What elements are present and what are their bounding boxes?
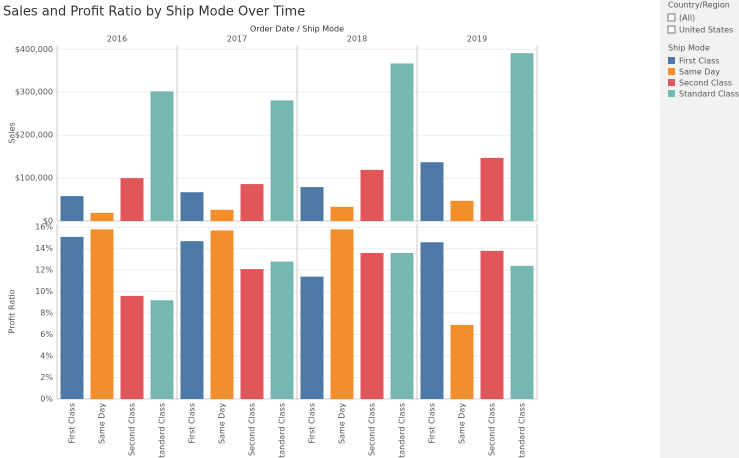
bar xyxy=(420,242,444,399)
bar xyxy=(270,100,294,221)
y-axis-label: Sales xyxy=(8,122,17,143)
legend-swatch xyxy=(668,57,675,64)
y-tick-label: $100,000 xyxy=(15,174,53,183)
checkbox[interactable] xyxy=(667,13,676,22)
bar xyxy=(120,295,144,399)
legend-swatch xyxy=(668,68,675,75)
bar xyxy=(480,157,504,221)
y-tick-label: 4% xyxy=(40,352,53,361)
bar xyxy=(300,187,324,221)
bar xyxy=(450,324,474,399)
bar xyxy=(90,229,114,399)
bar xyxy=(180,192,204,221)
bar xyxy=(330,206,354,221)
facet-label: 2017 xyxy=(227,35,247,44)
bar xyxy=(60,236,84,399)
x-tick-label: Same Day xyxy=(98,403,107,444)
legend-swatch xyxy=(668,79,675,86)
legend-label: Same Day xyxy=(679,68,720,77)
bar xyxy=(360,252,384,399)
bar xyxy=(240,269,264,399)
y-tick-label: 10% xyxy=(35,287,53,296)
y-tick-label: 2% xyxy=(40,373,53,382)
bar xyxy=(420,162,444,221)
bar xyxy=(510,53,534,221)
y-tick-label: $400,000 xyxy=(15,45,53,54)
bar xyxy=(270,261,294,399)
bar xyxy=(300,276,324,399)
y-tick-label: $200,000 xyxy=(15,131,53,140)
legend-label: First Class xyxy=(679,57,719,66)
bar xyxy=(150,300,174,399)
legend-label: Second Class xyxy=(679,79,732,88)
x-tick-label: Second Class xyxy=(368,403,377,456)
x-tick-label: Same Day xyxy=(218,403,227,444)
bar xyxy=(390,252,414,399)
y-tick-label: 12% xyxy=(35,266,53,275)
y-tick-label: 8% xyxy=(40,309,53,318)
dashboard-title: Sales and Profit Ratio by Ship Mode Over… xyxy=(3,5,305,20)
bar xyxy=(180,241,204,399)
x-tick-label: Same Day xyxy=(458,403,467,444)
column-header: Order Date / Ship Mode xyxy=(250,25,344,34)
x-tick-label: First Class xyxy=(308,403,317,443)
legend-label: Standard Class xyxy=(679,90,739,99)
legend-title: Ship Mode xyxy=(668,44,710,53)
bar xyxy=(450,200,474,221)
bar xyxy=(480,250,504,399)
facet-label: 2019 xyxy=(467,35,487,44)
bar xyxy=(210,230,234,399)
bar xyxy=(510,265,534,399)
x-tick-label: Same Day xyxy=(338,403,347,444)
bar xyxy=(90,212,114,221)
bar xyxy=(150,91,174,221)
x-tick-label: Standard Class xyxy=(278,403,287,458)
y-tick-label: 14% xyxy=(35,244,53,253)
x-tick-label: First Class xyxy=(188,403,197,443)
bar xyxy=(240,184,264,221)
y-tick-label: $300,000 xyxy=(15,88,53,97)
bar xyxy=(360,169,384,221)
bar xyxy=(120,178,144,221)
x-tick-label: First Class xyxy=(68,403,77,443)
y-tick-label: 6% xyxy=(40,330,53,339)
filter-option[interactable]: (All) xyxy=(679,14,695,23)
y-tick-label: $0 xyxy=(43,217,53,226)
filter-title: Country/Region xyxy=(668,1,730,10)
x-tick-label: Second Class xyxy=(248,403,257,456)
bar xyxy=(390,63,414,221)
facet-label: 2018 xyxy=(347,35,367,44)
facet-label: 2016 xyxy=(107,35,127,44)
y-axis-label: Profit Ratio xyxy=(8,289,17,333)
y-tick-label: 16% xyxy=(35,223,53,232)
legend-swatch xyxy=(668,90,675,97)
x-tick-label: Standard Class xyxy=(158,403,167,458)
bar xyxy=(330,229,354,399)
bar xyxy=(210,209,234,221)
x-tick-label: Standard Class xyxy=(518,403,527,458)
x-tick-label: Standard Class xyxy=(398,403,407,458)
sidebar xyxy=(660,0,739,458)
y-tick-label: 0% xyxy=(40,395,53,404)
bar xyxy=(60,196,84,221)
x-tick-label: Second Class xyxy=(128,403,137,456)
x-tick-label: First Class xyxy=(428,403,437,443)
checkbox[interactable] xyxy=(667,25,676,34)
x-tick-label: Second Class xyxy=(488,403,497,456)
filter-option[interactable]: United States xyxy=(679,26,733,35)
